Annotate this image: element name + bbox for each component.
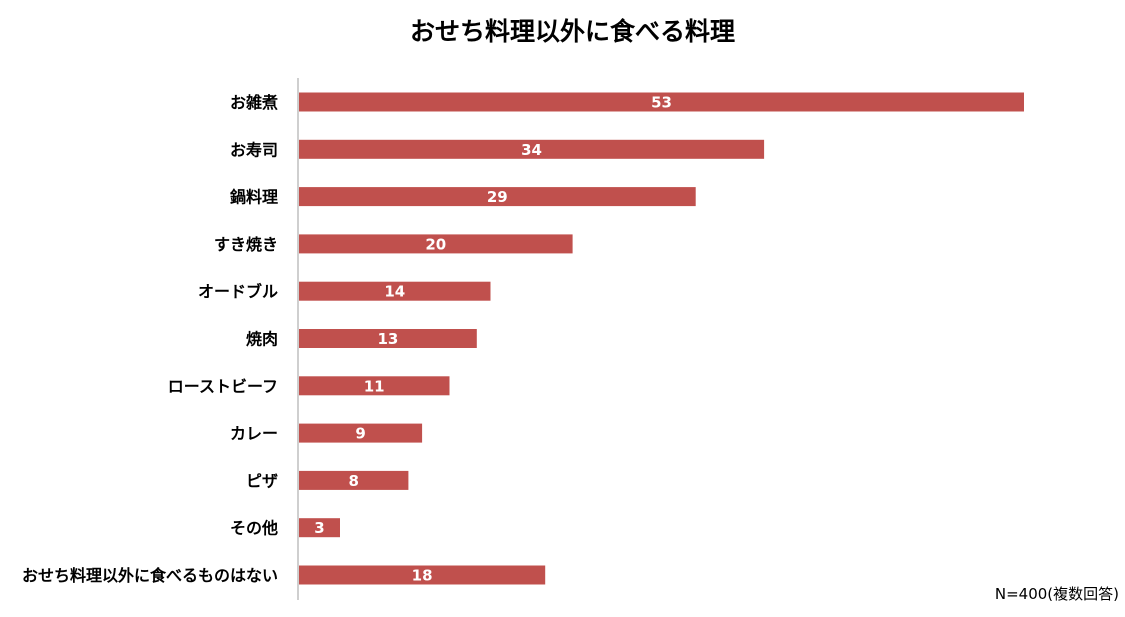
category-label: お寿司	[230, 140, 278, 159]
bar	[299, 376, 450, 396]
sample-size-note: N=400(複数回答)	[994, 585, 1119, 603]
bar	[299, 518, 340, 538]
category-label: すき焼き	[214, 235, 278, 254]
category-label: オードブル	[198, 282, 278, 301]
bar	[299, 423, 423, 443]
bar	[299, 92, 1024, 112]
bar	[299, 234, 573, 254]
value-label: 8	[348, 472, 358, 490]
bar	[299, 565, 546, 585]
category-label: 焼肉	[246, 330, 278, 349]
category-label: お雑煮	[230, 93, 278, 112]
value-label: 13	[377, 330, 398, 348]
value-label: 9	[355, 425, 365, 443]
bar	[299, 187, 696, 207]
value-label: 20	[425, 235, 446, 253]
bar	[299, 281, 491, 301]
value-label: 18	[412, 567, 433, 585]
category-label: その他	[230, 519, 278, 538]
value-label: 3	[314, 519, 324, 537]
category-label: 鍋料理	[230, 188, 278, 207]
bar	[299, 139, 765, 159]
value-label: 14	[384, 283, 405, 301]
chart-title: おせち料理以外に食べる料理	[409, 17, 735, 46]
value-label: 34	[521, 141, 542, 159]
value-label: 29	[487, 188, 508, 206]
value-label: 53	[651, 94, 672, 112]
category-label: ピザ	[246, 471, 278, 490]
category-label: おせち料理以外に食べるものはない	[22, 566, 278, 585]
value-label: 11	[364, 377, 385, 395]
category-label: カレー	[230, 424, 278, 443]
bar	[299, 470, 409, 490]
bar	[299, 329, 477, 348]
category-label: ローストビーフ	[168, 377, 278, 396]
